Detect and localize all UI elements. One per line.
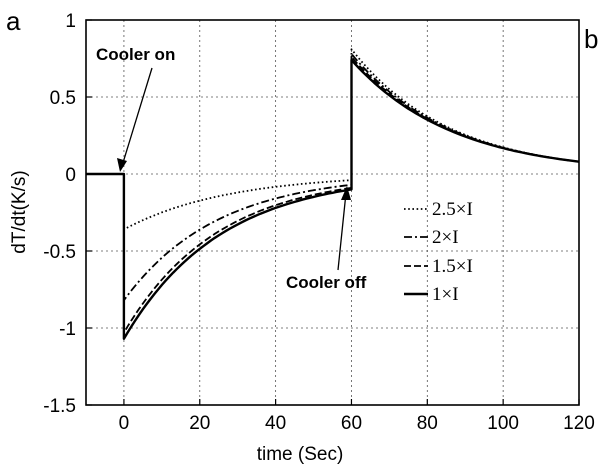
series-line-4	[86, 58, 580, 340]
cooler-off-label: Cooler off	[286, 273, 367, 292]
panel-label-b: b	[584, 24, 598, 54]
cooler-off-arrow	[337, 192, 347, 271]
x-tick-label: 60	[341, 413, 362, 434]
y-tick-label: 1	[65, 11, 76, 32]
x-tick-label: 120	[563, 413, 595, 434]
data-series	[86, 48, 580, 340]
panel-label-a: a	[6, 6, 21, 36]
x-ticks: 0 20 40 60 80 100 120	[119, 399, 595, 434]
y-tick-label: 0.5	[50, 88, 76, 109]
annotation-cooler-on: Cooler on	[96, 45, 175, 172]
x-tick-label: 100	[487, 413, 519, 434]
cooler-off-arrowhead	[341, 186, 351, 200]
y-ticks: -1.5 -1 -0.5 0 0.5 1	[43, 11, 92, 417]
series-line-2	[86, 53, 580, 302]
y-axis-label: dT/dt(K/s)	[9, 170, 30, 253]
legend-label-2: 2×I	[432, 227, 459, 248]
legend: 2.5×I 2×I 1.5×I 1×I	[404, 199, 473, 305]
grid-lines	[86, 19, 580, 406]
legend-label-4: 1×I	[432, 284, 459, 305]
cooler-on-label: Cooler on	[96, 45, 175, 64]
y-tick-label: 0	[65, 165, 76, 186]
y-tick-label: -1	[59, 319, 76, 340]
y-tick-label: -0.5	[43, 242, 76, 263]
cooler-on-arrowhead	[117, 158, 127, 172]
x-tick-label: 80	[417, 413, 438, 434]
legend-label-1: 2.5×I	[432, 199, 473, 220]
y-tick-label: -1.5	[43, 396, 76, 417]
x-tick-label: 0	[119, 413, 130, 434]
x-axis-label: time (Sec)	[257, 444, 344, 465]
x-tick-label: 20	[189, 413, 210, 434]
plot-frame	[85, 19, 580, 406]
annotation-cooler-off: Cooler off	[286, 186, 367, 292]
legend-label-3: 1.5×I	[432, 256, 473, 277]
x-tick-label: 40	[265, 413, 286, 434]
series-line-1	[86, 48, 580, 231]
cooler-on-arrow	[121, 67, 153, 167]
